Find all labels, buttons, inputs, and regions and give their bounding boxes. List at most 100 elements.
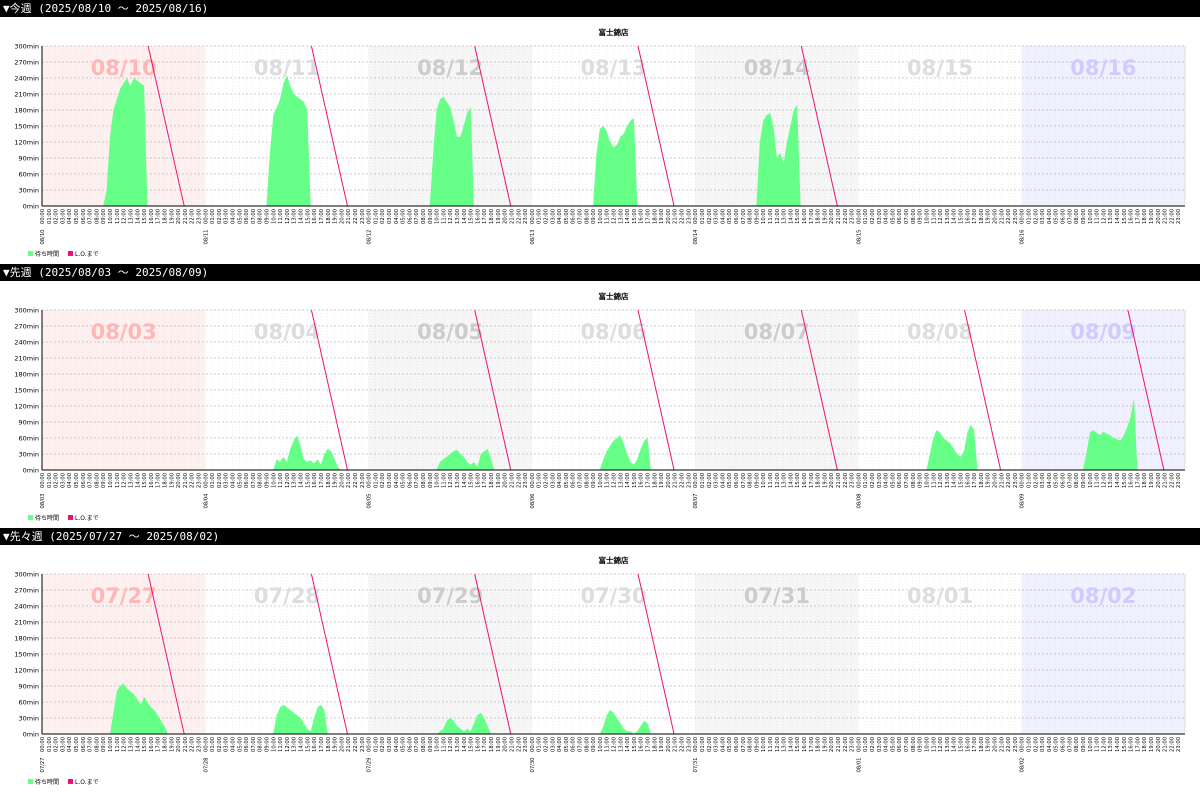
x-tick-label: 11:00 xyxy=(768,737,774,752)
y-tick-label: 0min xyxy=(23,731,39,739)
x-tick-label: 20:00 xyxy=(176,473,182,488)
x-tick-label: 06:00 xyxy=(81,209,87,224)
x-tick-label: 13:00 xyxy=(1108,209,1114,224)
x-tick-label: 15:00 xyxy=(959,473,965,488)
x-tick-label: 23:00 xyxy=(1013,473,1019,488)
y-tick-label: 300min xyxy=(14,571,39,579)
day-watermark-label: 08/10 xyxy=(91,56,157,80)
x-tick-label: 21:00 xyxy=(999,209,1005,224)
x-date-label: 08/16 xyxy=(1020,230,1026,245)
x-tick-label: 04:00 xyxy=(557,737,563,752)
x-tick-label: 13:00 xyxy=(618,737,624,752)
x-tick-label: 20:00 xyxy=(1156,209,1162,224)
x-tick-label: 22:00 xyxy=(843,473,849,488)
x-tick-label: 19:00 xyxy=(659,209,665,224)
x-tick-label: 10:00 xyxy=(108,473,114,488)
x-tick-label: 05:00 xyxy=(237,209,243,224)
x-tick-label: 07:00 xyxy=(904,209,910,224)
x-tick-label: 08:00 xyxy=(911,209,917,224)
x-tick-label: 09:00 xyxy=(428,737,434,752)
x-tick-label: 18:00 xyxy=(163,473,169,488)
x-tick-label: 17:00 xyxy=(1135,473,1141,488)
x-tick-label: 02:00 xyxy=(544,473,550,488)
x-tick-label: 20:00 xyxy=(666,473,672,488)
x-tick-label: 23:00 xyxy=(686,209,692,224)
x-tick-label: 21:00 xyxy=(346,473,352,488)
x-tick-label: 07:00 xyxy=(741,737,747,752)
x-tick-label: 11:00 xyxy=(115,209,121,224)
chart-title: 富士錦店 xyxy=(599,27,629,37)
legend-swatch-lo xyxy=(68,779,73,784)
x-tick-label: 01:00 xyxy=(47,473,53,488)
x-tick-label: 18:00 xyxy=(163,209,169,224)
lo-line xyxy=(800,309,838,471)
x-tick-label: 03:00 xyxy=(877,209,883,224)
x-tick-label: 18:00 xyxy=(489,209,495,224)
x-tick-label: 19:00 xyxy=(986,473,992,488)
lo-line xyxy=(310,309,348,471)
x-tick-label: 03:00 xyxy=(387,737,393,752)
x-tick-label: 12:00 xyxy=(938,737,944,752)
x-tick-label: 08:00 xyxy=(94,209,100,224)
y-tick-label: 30min xyxy=(18,451,39,459)
x-tick-label: 19:00 xyxy=(1149,209,1155,224)
x-tick-label: 23:00 xyxy=(850,209,856,224)
x-tick-label: 22:00 xyxy=(190,473,196,488)
x-tick-label: 13:00 xyxy=(945,737,951,752)
x-tick-label: 09:00 xyxy=(1081,209,1087,224)
day-watermark-label: 08/15 xyxy=(907,56,973,80)
x-tick-label: 23:00 xyxy=(1176,737,1182,752)
x-tick-label: 20:00 xyxy=(176,209,182,224)
x-tick-label: 05:00 xyxy=(1054,473,1060,488)
x-date-label: 07/27 xyxy=(40,758,46,773)
x-tick-label: 09:00 xyxy=(918,209,924,224)
x-tick-label: 02:00 xyxy=(870,737,876,752)
x-date-label: 08/08 xyxy=(856,494,862,509)
x-tick-label: 14:00 xyxy=(952,473,958,488)
x-tick-label: 10:00 xyxy=(435,737,441,752)
x-tick-label: 01:00 xyxy=(1027,473,1033,488)
x-tick-label: 15:00 xyxy=(305,473,311,488)
x-tick-label: 14:00 xyxy=(788,473,794,488)
x-tick-label: 09:00 xyxy=(265,473,271,488)
x-tick-label: 19:00 xyxy=(986,737,992,752)
x-tick-label: 12:00 xyxy=(1101,737,1107,752)
x-tick-label: 09:00 xyxy=(101,737,107,752)
x-tick-label: 11:00 xyxy=(278,737,284,752)
x-tick-label: 21:00 xyxy=(346,737,352,752)
x-tick-label: 19:00 xyxy=(659,737,665,752)
wait-time-area xyxy=(599,710,651,734)
x-tick-label: 08:00 xyxy=(1074,473,1080,488)
x-tick-label: 06:00 xyxy=(244,209,250,224)
x-tick-label: 19:00 xyxy=(1149,473,1155,488)
x-tick-label: 00:00 xyxy=(1020,473,1026,488)
wait-time-area xyxy=(273,435,342,470)
x-tick-label: 15:00 xyxy=(1122,209,1128,224)
day-watermark-label: 08/09 xyxy=(1070,320,1136,344)
x-tick-label: 02:00 xyxy=(217,473,223,488)
x-tick-label: 06:00 xyxy=(734,209,740,224)
x-tick-label: 18:00 xyxy=(326,209,332,224)
lo-line xyxy=(800,45,838,207)
x-tick-label: 00:00 xyxy=(367,737,373,752)
x-tick-label: 16:00 xyxy=(802,209,808,224)
x-tick-label: 15:00 xyxy=(632,209,638,224)
x-tick-label: 02:00 xyxy=(870,209,876,224)
x-tick-label: 23:00 xyxy=(523,737,529,752)
week-section-this-week: ▼今週 (2025/08/10 ～ 2025/08/16) 08/10 08/11… xyxy=(0,0,1200,264)
x-tick-label: 16:00 xyxy=(475,737,481,752)
x-tick-label: 08:00 xyxy=(748,737,754,752)
x-tick-label: 13:00 xyxy=(455,209,461,224)
x-tick-label: 23:00 xyxy=(850,737,856,752)
x-tick-label: 18:00 xyxy=(816,737,822,752)
y-tick-label: 180min xyxy=(14,635,39,643)
x-tick-label: 21:00 xyxy=(999,737,1005,752)
x-tick-label: 18:00 xyxy=(979,737,985,752)
x-tick-label: 10:00 xyxy=(271,209,277,224)
x-tick-label: 14:00 xyxy=(135,473,141,488)
x-tick-label: 09:00 xyxy=(918,473,924,488)
week-section-two-weeks-ago: ▼先々週 (2025/07/27 ～ 2025/08/02) 07/27 07/2… xyxy=(0,528,1200,792)
x-tick-label: 00:00 xyxy=(693,737,699,752)
x-tick-label: 08:00 xyxy=(258,737,264,752)
y-tick-label: 90min xyxy=(18,683,39,691)
